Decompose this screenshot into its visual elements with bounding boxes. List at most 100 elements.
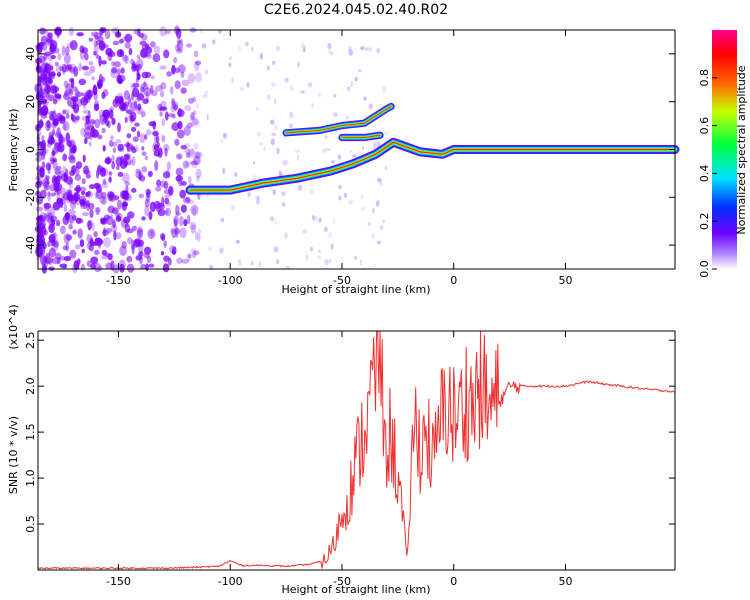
- noise-blob: [184, 147, 191, 155]
- noise-blob: [147, 170, 153, 178]
- noise-blob: [132, 225, 137, 231]
- noise-blob: [64, 45, 70, 56]
- noise-blob: [270, 138, 275, 146]
- noise-blob: [202, 94, 207, 99]
- noise-blob: [91, 76, 95, 81]
- noise-blob: [139, 175, 146, 182]
- noise-blob: [357, 68, 362, 72]
- noise-blob: [118, 77, 123, 85]
- noise-blob: [194, 231, 199, 240]
- noise-blob: [327, 42, 332, 50]
- noise-blob: [109, 109, 114, 120]
- noise-blob: [175, 167, 184, 177]
- noise-blob: [94, 191, 98, 200]
- noise-blob: [91, 221, 95, 232]
- noise-blob: [89, 208, 94, 219]
- noise-blob: [65, 132, 71, 143]
- noise-blob: [257, 131, 261, 137]
- noise-blob: [151, 90, 158, 97]
- noise-blob: [99, 27, 104, 36]
- noise-blob: [48, 247, 57, 258]
- noise-blob: [88, 37, 94, 42]
- noise-blob: [70, 96, 78, 102]
- noise-blob: [105, 227, 112, 234]
- noise-blob: [344, 115, 350, 120]
- colorbar-tick-label: 0.8: [698, 69, 711, 87]
- noise-blob: [170, 104, 177, 113]
- noise-blob: [263, 146, 267, 152]
- noise-blob: [86, 260, 92, 268]
- noise-blob: [43, 99, 47, 104]
- noise-blob: [131, 243, 135, 255]
- noise-blob: [173, 104, 179, 111]
- noise-blob: [93, 249, 100, 256]
- noise-blob: [75, 115, 80, 121]
- noise-blob: [313, 215, 318, 221]
- noise-blob: [63, 264, 67, 269]
- noise-blob: [49, 44, 57, 55]
- colorbar-tick-label: 0.2: [698, 212, 711, 230]
- noise-blob: [271, 60, 276, 66]
- noise-blob: [119, 49, 123, 56]
- noise-blob: [45, 120, 51, 132]
- noise-blob: [253, 174, 256, 182]
- snr-y-tick-label: 1.0: [24, 469, 37, 487]
- noise-blob: [193, 250, 200, 256]
- noise-blob: [228, 62, 232, 68]
- noise-blob: [45, 29, 49, 39]
- noise-blob: [47, 191, 51, 197]
- noise-blob: [63, 80, 69, 88]
- noise-blob: [230, 204, 235, 211]
- noise-blob: [126, 255, 133, 263]
- noise-blob: [109, 213, 113, 219]
- noise-blob: [93, 103, 100, 112]
- noise-blob: [87, 220, 92, 231]
- noise-blob: [127, 94, 131, 105]
- noise-blob: [39, 167, 44, 172]
- noise-blob: [94, 35, 99, 40]
- noise-blob: [97, 35, 104, 42]
- noise-blob: [348, 199, 353, 205]
- noise-blob: [348, 46, 352, 51]
- noise-blob: [297, 184, 303, 191]
- noise-blob: [62, 92, 70, 101]
- noise-blob: [290, 85, 294, 92]
- noise-blob: [50, 55, 57, 60]
- noise-blob: [39, 27, 47, 35]
- noise-blob: [373, 142, 376, 150]
- noise-blob: [281, 191, 286, 196]
- noise-blob: [136, 130, 141, 138]
- spectrogram-x-tick-label: -150: [106, 274, 131, 287]
- noise-blob: [73, 260, 80, 271]
- noise-blob: [68, 88, 74, 96]
- noise-blob: [179, 216, 184, 227]
- noise-blob: [102, 145, 106, 152]
- noise-blob: [275, 258, 280, 265]
- noise-blob: [166, 161, 172, 171]
- noise-blob: [144, 198, 150, 208]
- noise-blob: [238, 259, 242, 264]
- noise-blob: [190, 204, 199, 216]
- noise-blob: [159, 106, 168, 111]
- noise-blob: [66, 42, 74, 49]
- noise-blob: [183, 105, 192, 112]
- noise-blob: [40, 220, 47, 227]
- noise-blob: [267, 65, 270, 72]
- noise-blob: [56, 257, 61, 265]
- snr-y-axis-label: SNR (10 * v/v): [7, 416, 20, 494]
- noise-blob: [190, 224, 197, 234]
- spectrogram-y-tick-label: -40: [24, 236, 37, 254]
- noise-blob: [130, 82, 136, 90]
- noise-blob: [181, 258, 189, 264]
- noise-blob: [81, 65, 89, 71]
- colorbar-gradient: [712, 30, 737, 269]
- noise-blob: [222, 132, 227, 139]
- noise-blob: [159, 232, 166, 240]
- noise-blob: [82, 154, 86, 163]
- noise-blob: [112, 147, 117, 153]
- noise-blob: [142, 98, 149, 105]
- noise-blob: [40, 254, 48, 266]
- noise-blob: [150, 75, 156, 80]
- noise-blob: [120, 67, 125, 74]
- noise-blob: [165, 207, 171, 217]
